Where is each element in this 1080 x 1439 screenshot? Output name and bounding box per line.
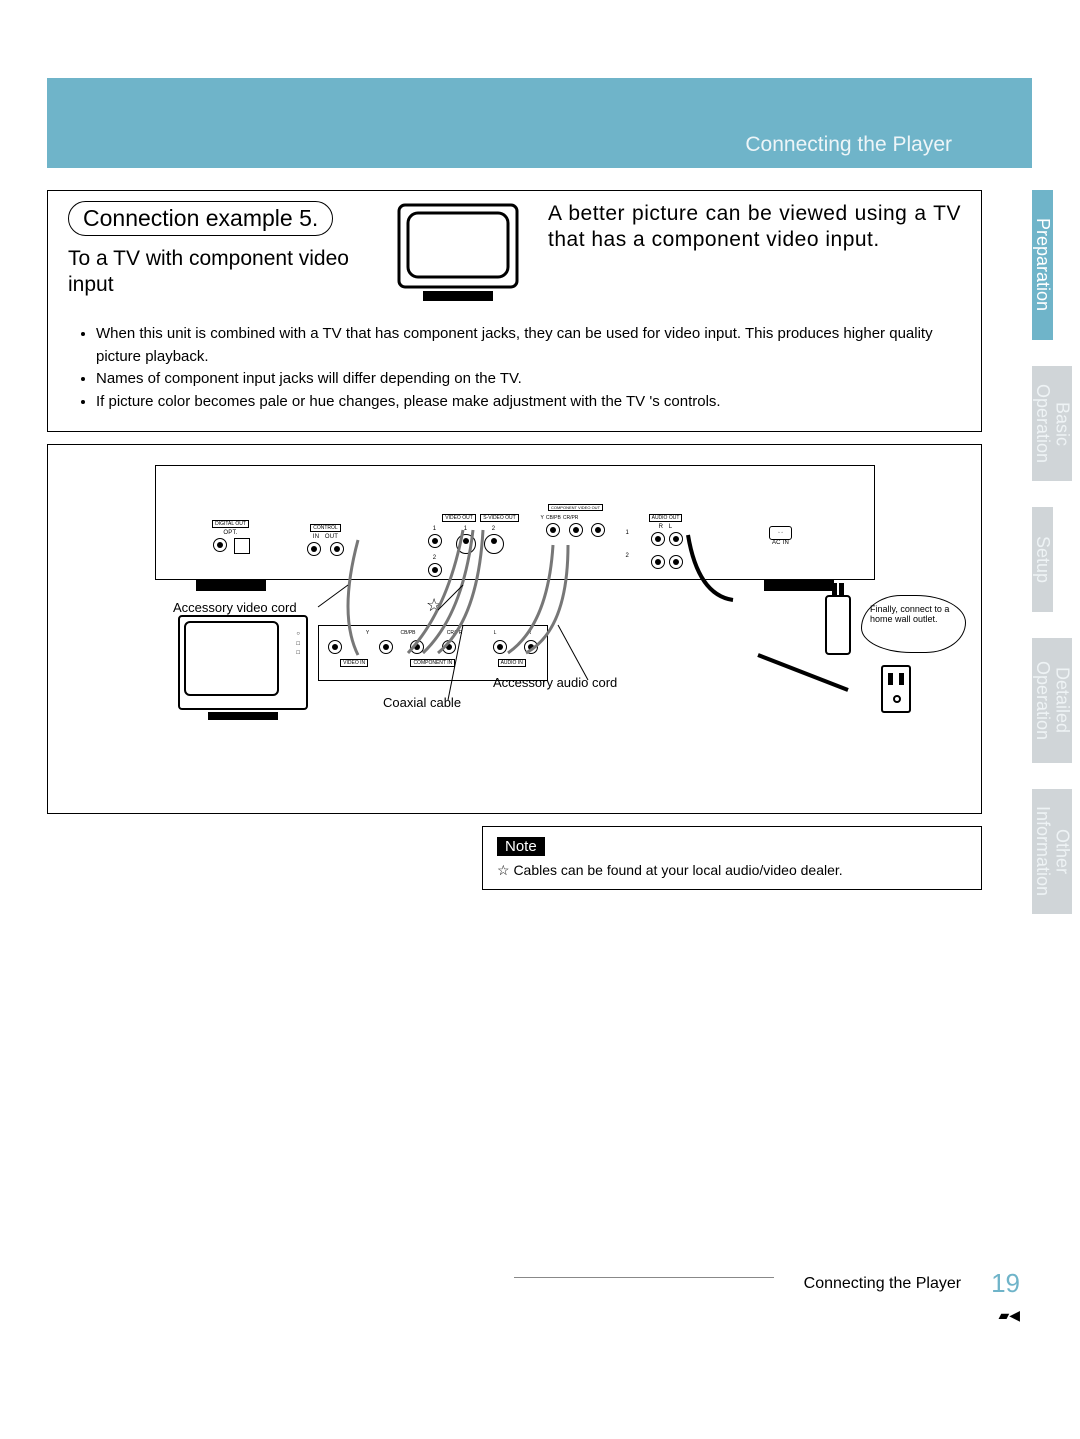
jack-optical	[234, 538, 250, 554]
pj-cr	[442, 640, 456, 654]
label-2b: 2	[482, 526, 506, 532]
label-audio-out: AUDIO OUT	[649, 514, 683, 522]
jack-video2	[428, 563, 442, 577]
example-subtitle: To a TV with component video input	[68, 246, 368, 299]
pl-cb: CB/PB	[401, 630, 416, 636]
page-number: 19	[991, 1268, 1020, 1299]
connection-diagram: DIGITAL OUT OPT. CONTROL IN OUT VIDEO OU…	[47, 444, 982, 814]
lbl-cr: CR/PR	[563, 515, 579, 521]
pl-audio-in: AUDIO IN	[498, 659, 526, 667]
bullet-item: Names of component input jacks will diff…	[96, 368, 961, 391]
pl-l: L	[494, 630, 497, 636]
jack-cb	[569, 523, 583, 537]
jack-video1	[428, 534, 442, 548]
star-icon: ☆	[426, 595, 442, 616]
example-pill: Connection example 5.	[68, 201, 333, 236]
bullet-item: If picture color becomes pale or hue cha…	[96, 391, 961, 414]
lbl-cb: CB/PB	[546, 515, 561, 521]
label-1a: 1	[426, 526, 444, 532]
note-box: Note ☆ Cables can be found at your local…	[482, 826, 982, 890]
page-header-title: Connecting the Player	[745, 133, 952, 157]
tab-preparation[interactable]: Preparation	[1032, 190, 1053, 340]
power-plug-icon	[825, 595, 851, 655]
label-in: IN	[313, 534, 319, 540]
tab-other-information[interactable]: Other Information	[1032, 789, 1072, 914]
tv-input-panel: Y CB/PB CR/PR L R VIDEO IN COMPONENT IN …	[318, 625, 548, 681]
label-acc-audio: Accessory audio cord	[493, 675, 617, 690]
label-component: COMPONENT VIDEO OUT	[548, 504, 603, 511]
tab-setup[interactable]: Setup	[1032, 507, 1053, 612]
player-rear-panel: DIGITAL OUT OPT. CONTROL IN OUT VIDEO OU…	[155, 465, 875, 580]
jack-r2	[651, 555, 665, 569]
jack-svideo1	[456, 534, 476, 554]
pl-y: Y	[366, 630, 369, 636]
pl-video-in: VIDEO IN	[340, 659, 368, 667]
note-text: ☆ Cables can be found at your local audi…	[497, 862, 967, 879]
note-label: Note	[497, 837, 545, 856]
tab-detailed-operation[interactable]: Detailed Operation	[1032, 638, 1072, 763]
bullet-item: When this unit is combined with a TV tha…	[96, 323, 961, 368]
label-coax: Coaxial cable	[383, 695, 461, 710]
label-out: OUT	[325, 534, 338, 540]
label-1b: 1	[454, 526, 478, 532]
lbl-a1: 1	[626, 530, 630, 536]
jack-ctrl-in	[307, 542, 321, 556]
label-opt: OPT.	[186, 530, 276, 536]
pj-r	[524, 640, 538, 654]
lbl-y: Y	[541, 515, 544, 521]
jack-l2	[669, 555, 683, 569]
section-intro: Connection example 5. To a TV with compo…	[47, 190, 982, 432]
side-tabs: Preparation Basic Operation Setup Detail…	[1032, 190, 1080, 940]
pj-y	[379, 640, 393, 654]
label-digital-out: DIGITAL OUT	[212, 520, 249, 528]
lbl-l: L	[669, 524, 673, 530]
page-footer: Connecting the Player 19	[514, 1268, 1020, 1299]
label-2a: 2	[426, 555, 444, 561]
footer-title: Connecting the Player	[804, 1275, 961, 1293]
jack-l1	[669, 532, 683, 546]
jack-y	[546, 523, 560, 537]
header-band: Connecting the Player	[47, 78, 1032, 168]
jack-coax	[213, 538, 227, 552]
jack-svideo2	[484, 534, 504, 554]
label-video-out: VIDEO OUT	[442, 514, 476, 522]
tv-receiver-icon: ○□□	[178, 615, 308, 730]
crt-tv-icon	[388, 201, 528, 311]
pl-cr: CR/PR	[447, 630, 463, 636]
jack-cr	[591, 523, 605, 537]
lbl-a2: 2	[626, 553, 630, 559]
pj-cb	[410, 640, 424, 654]
pj-l	[493, 640, 507, 654]
label-acin: AC IN	[756, 540, 806, 546]
pj-video	[328, 640, 342, 654]
lbl-r: R	[659, 524, 664, 530]
wall-outlet-icon	[881, 665, 911, 713]
bullet-list: When this unit is combined with a TV tha…	[96, 323, 961, 413]
pl-r: R	[528, 630, 532, 636]
jack-ctrl-out	[330, 542, 344, 556]
label-svideo-out: S-VIDEO OUT	[480, 514, 519, 522]
tab-basic-operation[interactable]: Basic Operation	[1032, 366, 1072, 481]
example-blurb: A better picture can be viewed using a T…	[548, 201, 961, 254]
jack-r1	[651, 532, 665, 546]
continue-arrow-icon: ▰◀	[998, 1307, 1020, 1324]
label-acc-video: Accessory video cord	[173, 600, 297, 615]
main-content: Connection example 5. To a TV with compo…	[47, 190, 982, 890]
pl-component-in: COMPONENT IN	[410, 659, 455, 667]
ac-inlet: ◦ ◦	[769, 526, 792, 540]
label-control: CONTROL	[310, 524, 340, 532]
cloud-callout: Finally, connect to a home wall outlet.	[861, 595, 966, 653]
